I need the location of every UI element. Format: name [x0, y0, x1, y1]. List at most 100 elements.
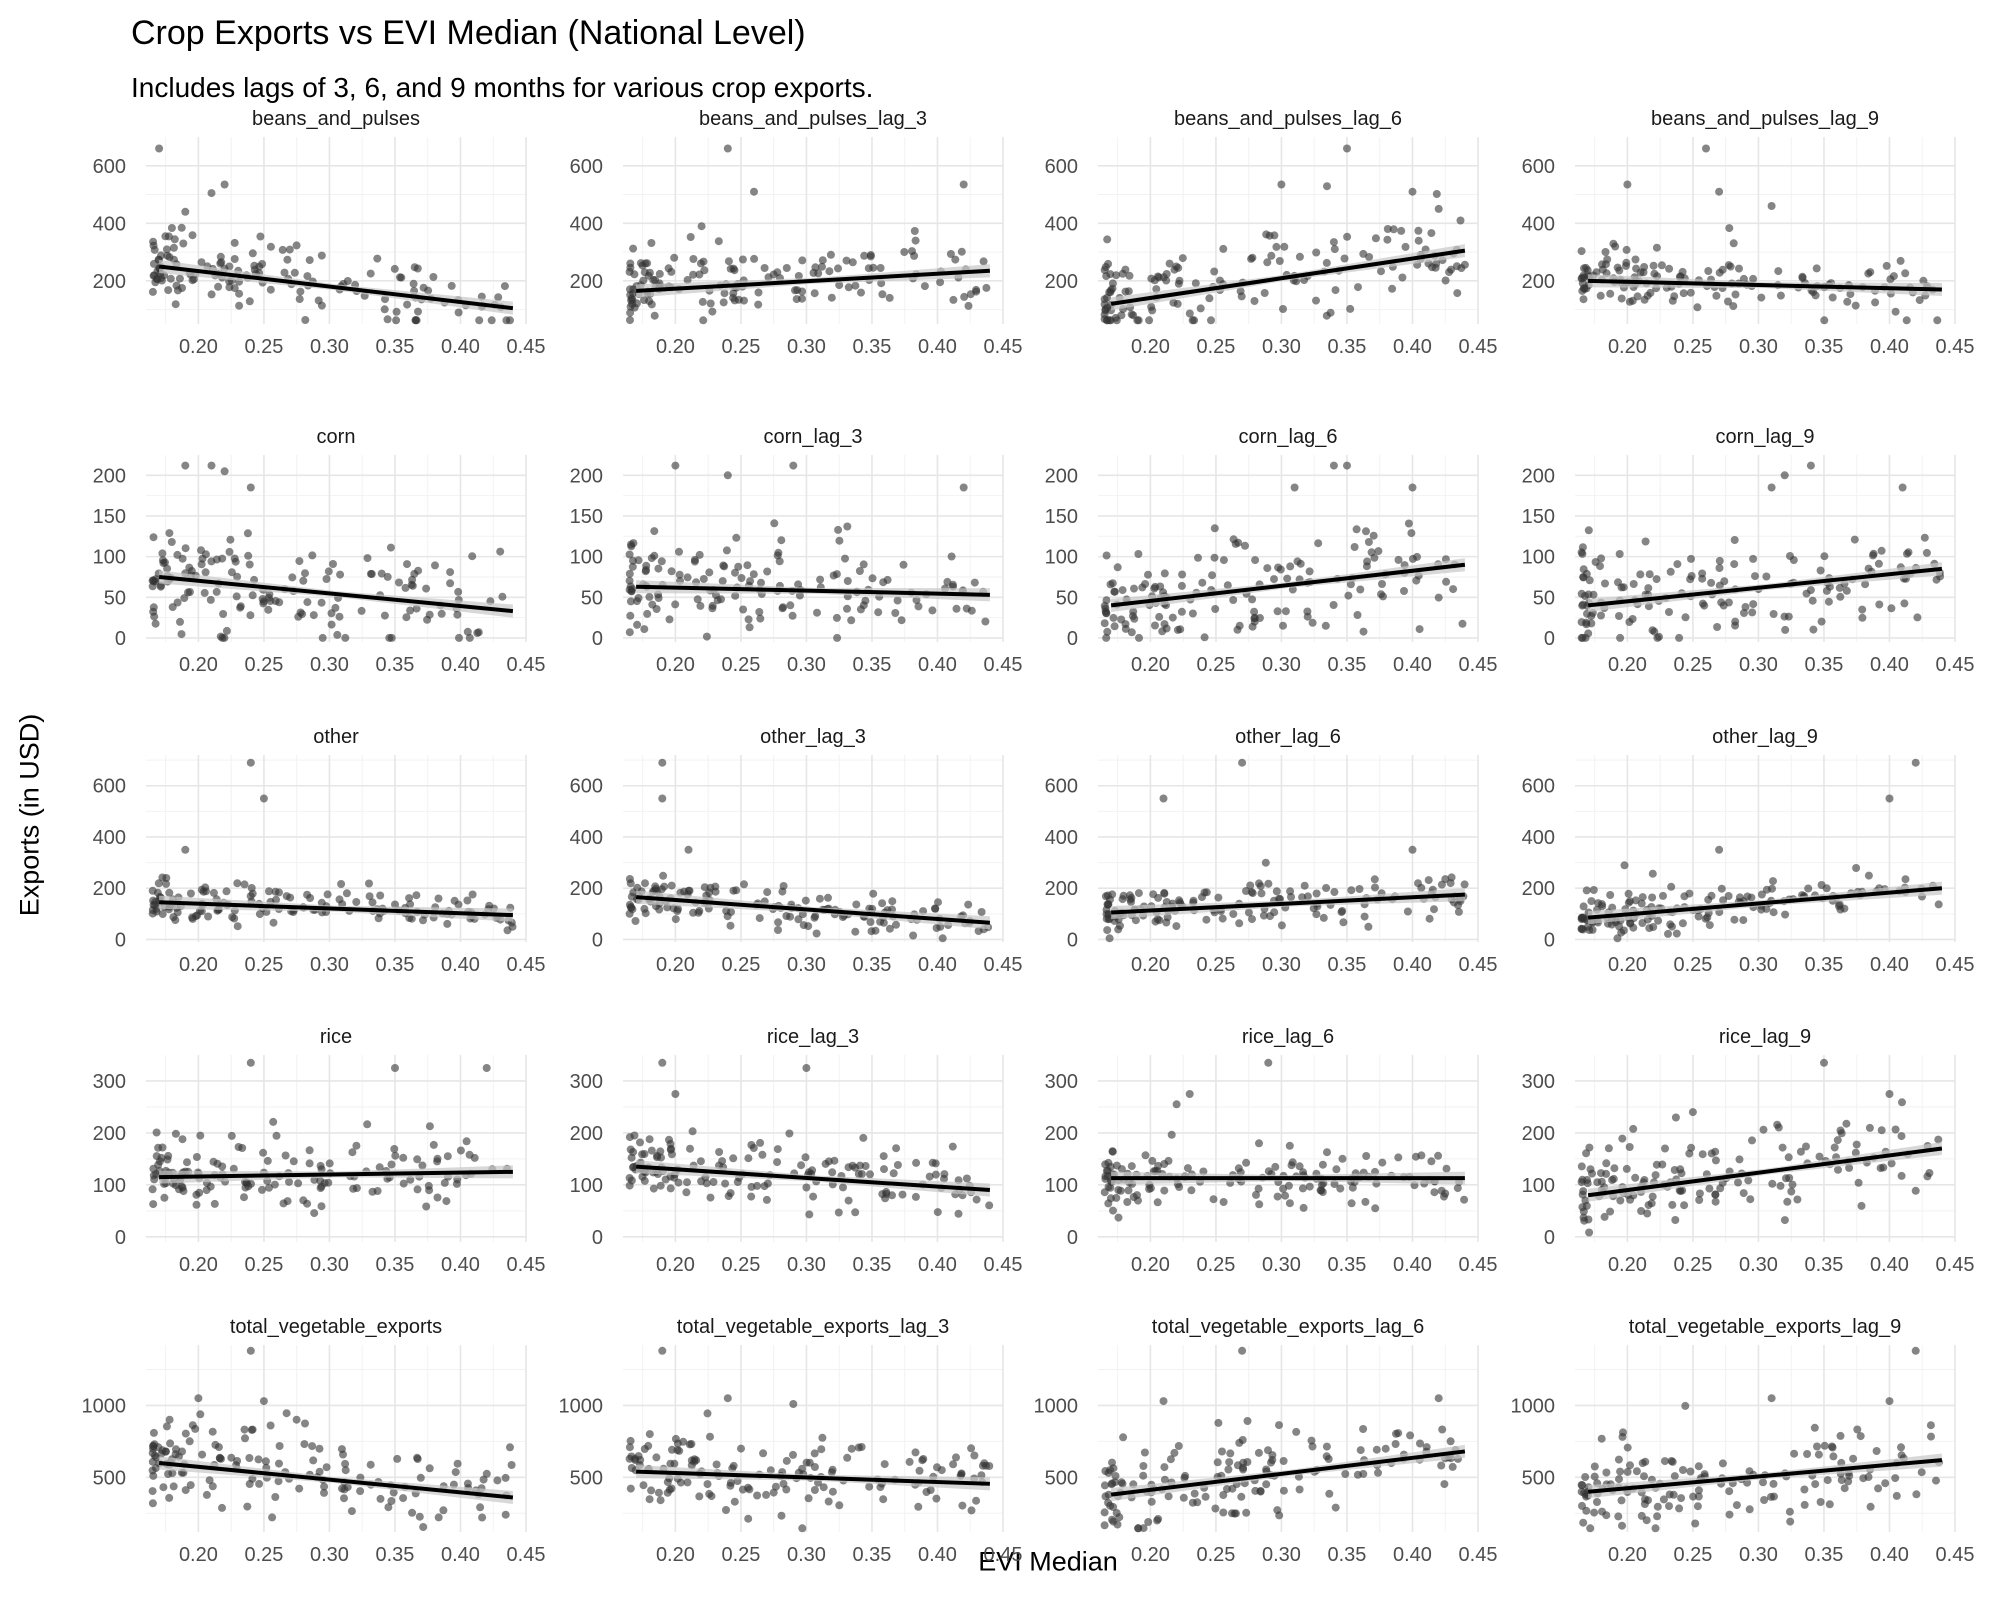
data-point — [758, 1150, 767, 1159]
y-tick-label: 100 — [1522, 1175, 1555, 1197]
data-point — [1669, 1490, 1678, 1499]
data-point — [1671, 1113, 1680, 1122]
data-point — [192, 1200, 201, 1209]
panel-title: beans_and_pulses_lag_3 — [699, 108, 927, 130]
x-tick-label: 0.40 — [918, 336, 957, 358]
data-point — [756, 614, 765, 623]
data-point — [1691, 1519, 1700, 1528]
y-tick-label: 300 — [93, 1071, 126, 1093]
data-point — [960, 292, 969, 301]
data-point — [1408, 187, 1417, 196]
data-point — [246, 1346, 255, 1355]
data-point — [1160, 569, 1169, 578]
data-point — [893, 1161, 902, 1169]
data-point — [1225, 1458, 1234, 1467]
data-point — [1362, 1152, 1371, 1160]
data-point — [860, 251, 869, 260]
data-point — [1757, 905, 1766, 914]
y-tick-label: 600 — [93, 156, 126, 178]
data-point — [1322, 1452, 1331, 1461]
data-point — [1394, 1153, 1403, 1162]
x-tick-label: 0.45 — [507, 954, 546, 976]
data-point — [425, 610, 434, 619]
data-point — [1687, 554, 1695, 563]
data-point — [236, 602, 245, 611]
x-tick-label: 0.20 — [1131, 1544, 1170, 1566]
data-point — [1858, 605, 1867, 614]
data-point — [1912, 1490, 1921, 1499]
data-point — [698, 297, 707, 306]
data-point — [731, 591, 740, 600]
data-point — [1622, 261, 1630, 270]
x-tick-label: 0.30 — [1739, 654, 1778, 676]
x-tick-label: 0.35 — [1804, 1544, 1843, 1566]
data-point — [658, 794, 667, 803]
y-tick-label: 100 — [1045, 1175, 1078, 1197]
data-point — [1852, 864, 1861, 872]
data-point — [151, 619, 160, 628]
data-point — [640, 1176, 649, 1185]
data-point — [857, 1443, 866, 1451]
data-point — [777, 1511, 786, 1520]
x-axis-title: EVI Median — [978, 1546, 1118, 1577]
y-tick-label: 600 — [93, 776, 126, 798]
data-point — [1686, 288, 1695, 297]
data-point — [1866, 1502, 1875, 1511]
data-point — [660, 882, 669, 891]
x-tick-label: 0.30 — [1262, 954, 1301, 976]
data-point — [665, 615, 674, 624]
data-point — [1151, 621, 1159, 630]
data-point — [1404, 519, 1413, 528]
data-point — [1712, 291, 1721, 300]
data-point — [1378, 580, 1386, 588]
data-point — [1145, 316, 1154, 325]
facet-panel: corn_lag_90.20 0.25 0.30 0.35 0.40 0.45050100… — [1522, 426, 1975, 676]
x-tick-label: 0.20 — [656, 1254, 695, 1276]
data-point — [1279, 621, 1287, 630]
data-point — [949, 295, 958, 304]
y-tick-label: 400 — [570, 213, 603, 235]
data-point — [919, 1455, 928, 1463]
x-tick-label: 0.25 — [1673, 336, 1712, 358]
data-point — [1711, 1190, 1720, 1199]
data-point — [463, 896, 472, 905]
data-point — [422, 584, 431, 593]
data-point — [274, 1477, 283, 1486]
data-point — [1731, 290, 1740, 299]
data-point — [750, 187, 758, 196]
data-point — [390, 264, 399, 273]
x-tick-label: 0.45 — [984, 1544, 1023, 1566]
data-point — [625, 900, 634, 909]
data-point — [1713, 623, 1722, 631]
data-point — [1578, 601, 1587, 610]
data-point — [1664, 929, 1672, 938]
data-point — [1361, 1197, 1370, 1206]
data-point — [416, 1473, 425, 1482]
data-point — [1190, 1489, 1199, 1498]
data-point — [1783, 1197, 1792, 1206]
data-point — [1446, 879, 1455, 888]
data-point — [1597, 1169, 1605, 1178]
data-point — [1198, 578, 1207, 587]
data-point — [696, 259, 705, 268]
facet-panel: rice_lag_30.20 0.25 0.30 0.35 0.40 0.45010020… — [570, 1026, 1023, 1276]
data-point — [339, 1450, 347, 1459]
data-point — [1638, 893, 1647, 902]
data-point — [1163, 913, 1172, 922]
data-point — [414, 566, 423, 575]
data-point — [1330, 888, 1339, 896]
data-point — [1185, 1090, 1194, 1098]
data-point — [967, 1506, 976, 1515]
data-point — [455, 633, 463, 642]
data-point — [1288, 1158, 1297, 1167]
data-point — [1432, 190, 1441, 198]
data-point — [1198, 893, 1206, 902]
x-tick-label: 0.30 — [787, 954, 826, 976]
x-tick-label: 0.20 — [656, 654, 695, 676]
x-tick-label: 0.30 — [310, 1544, 349, 1566]
data-point — [476, 1503, 485, 1512]
data-point — [1378, 1158, 1387, 1167]
x-tick-label: 0.30 — [787, 1254, 826, 1276]
data-point — [1241, 541, 1249, 550]
x-tick-label: 0.30 — [1262, 1544, 1301, 1566]
